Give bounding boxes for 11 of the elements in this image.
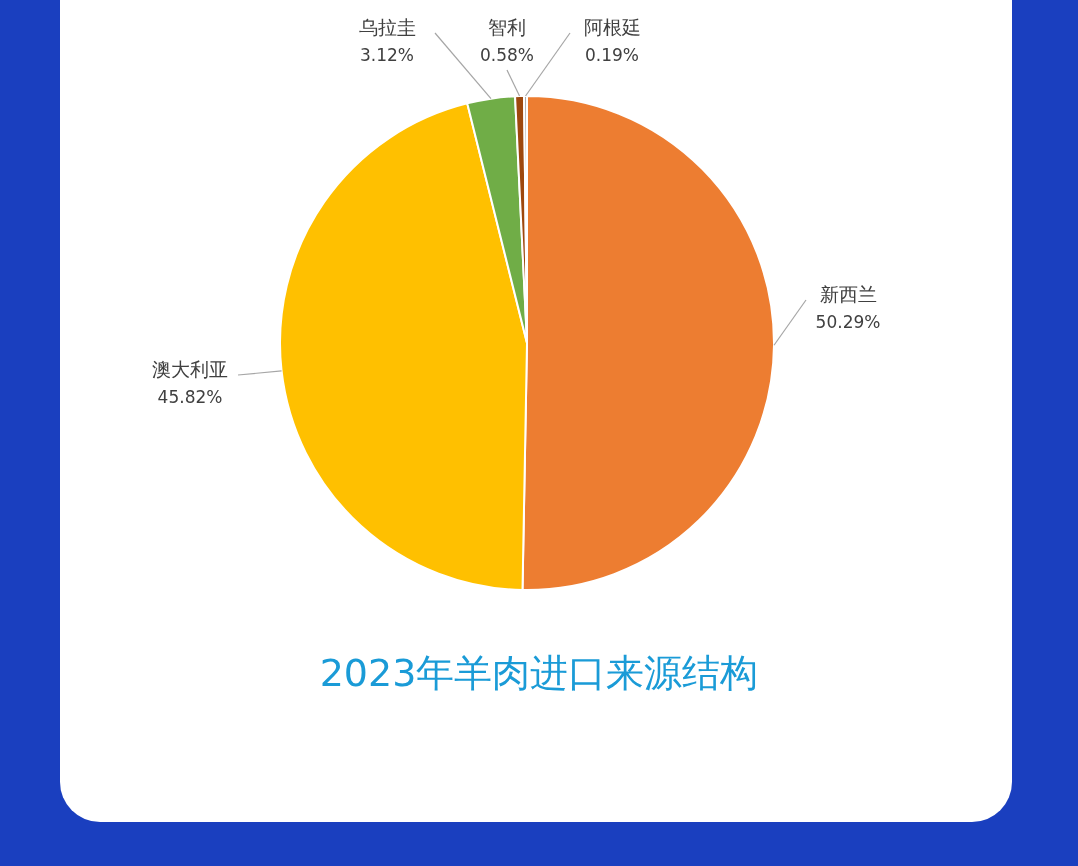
data-label: 50.29% [815,312,881,333]
data-label: 45.82% [157,387,223,408]
slice-label: 澳大利亚 [152,357,228,380]
text: 2023年羊肉进口来源结构 [318,650,760,697]
slice-label: 乌拉圭 [358,15,416,38]
data-label: 0.19% [584,45,640,66]
slice-label: 新西兰 [819,282,877,305]
data-label: 0.58% [479,45,535,66]
data-label: 3.12% [359,45,415,66]
slice-label: 阿根廷 [583,15,641,38]
slice-label: 智利 [488,15,526,38]
